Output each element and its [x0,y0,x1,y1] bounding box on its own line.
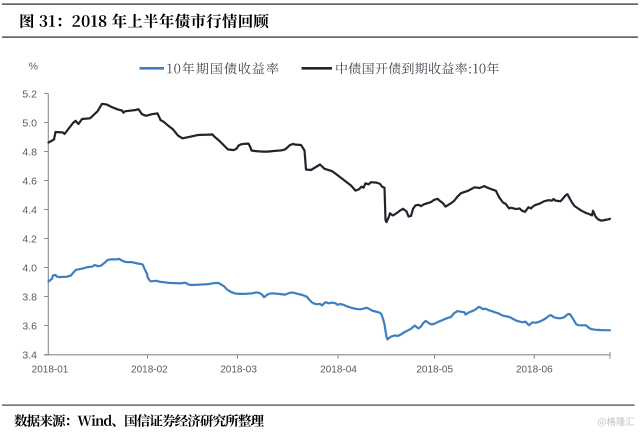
svg-text:2018-05: 2018-05 [416,365,453,376]
svg-text:2018-03: 2018-03 [220,365,257,376]
svg-text:2018-06: 2018-06 [516,365,553,376]
svg-text:3.6: 3.6 [22,321,37,333]
svg-text:4.6: 4.6 [22,176,37,188]
svg-text:4.4: 4.4 [22,205,37,217]
svg-text:4.0: 4.0 [22,263,37,275]
svg-text:3.4: 3.4 [22,350,37,362]
svg-text:%: % [29,61,38,73]
svg-text:5.0: 5.0 [22,118,37,130]
svg-text:5.2: 5.2 [22,89,37,101]
svg-text:2018-04: 2018-04 [320,365,357,376]
svg-text:3.8: 3.8 [22,292,37,304]
svg-text:4.8: 4.8 [22,147,37,159]
svg-text:2018-01: 2018-01 [32,365,69,376]
svg-text:4.2: 4.2 [22,234,37,246]
svg-text:2018-02: 2018-02 [131,365,168,376]
